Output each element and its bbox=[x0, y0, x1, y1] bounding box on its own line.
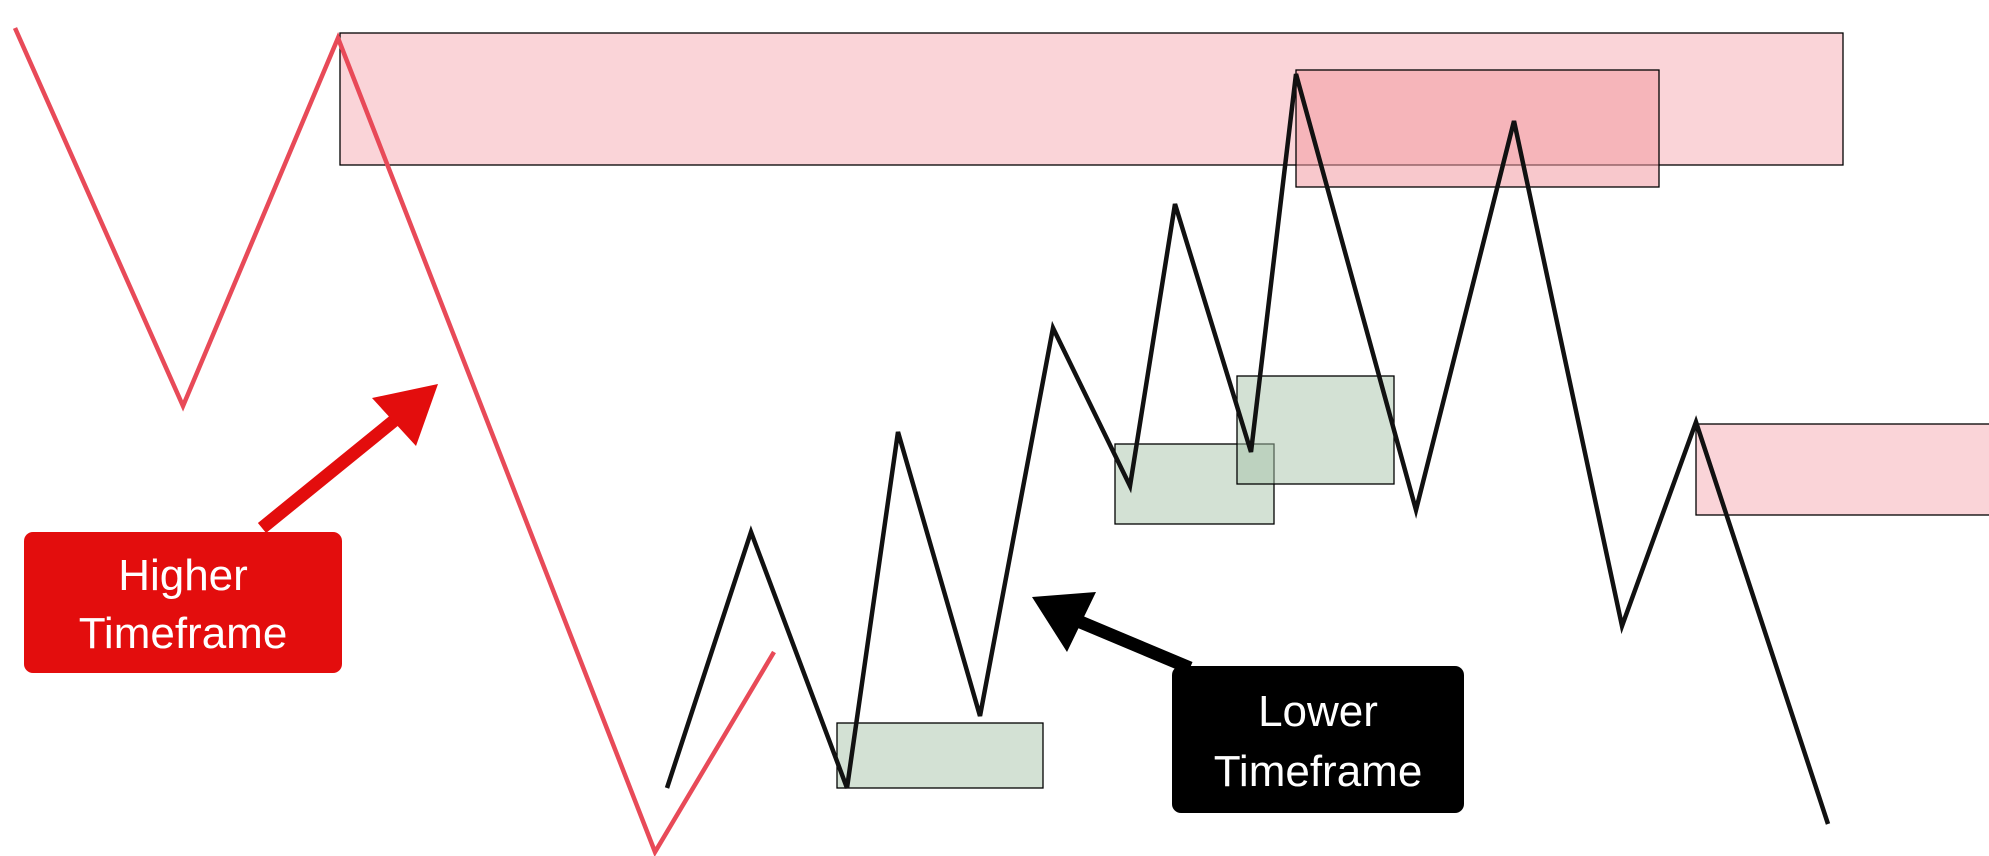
lower-arrow bbox=[1032, 592, 1193, 674]
lower-timeframe-label-line1: Lower bbox=[1258, 687, 1378, 736]
ltf-supply-zone-right bbox=[1695, 423, 1989, 516]
higher-timeframe-path bbox=[12, 27, 776, 856]
demand-zone-bottom bbox=[836, 722, 1044, 789]
higher-timeframe-label-box bbox=[24, 532, 342, 673]
demand-zone-upper bbox=[1236, 375, 1395, 485]
higher-timeframe-label-line2: Timeframe bbox=[79, 609, 288, 658]
ltf-supply-zone-top bbox=[1295, 69, 1660, 188]
higher-arrow bbox=[257, 384, 438, 534]
lower-timeframe-label-line2: Timeframe bbox=[1214, 747, 1423, 796]
lower-timeframe-label-box bbox=[1172, 666, 1464, 813]
higher-timeframe-label-line1: Higher bbox=[118, 551, 248, 600]
lower-timeframe-label: Lower Timeframe bbox=[1172, 666, 1464, 813]
lower-timeframe-path bbox=[664, 73, 1831, 825]
higher-timeframe-label: Higher Timeframe bbox=[24, 532, 342, 673]
